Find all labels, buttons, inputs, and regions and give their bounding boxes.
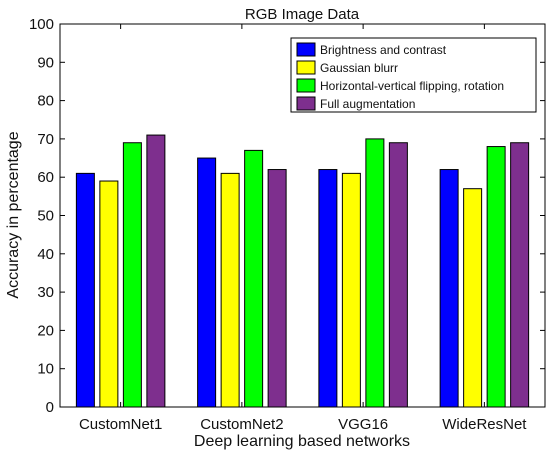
bar — [267, 169, 287, 408]
x-axis-label: Deep learning based networks — [194, 433, 410, 450]
legend-swatch — [296, 60, 316, 75]
bar — [244, 149, 264, 408]
chart-title: RGB Image Data — [245, 6, 360, 23]
bar — [510, 142, 530, 408]
y-tick-label: 0 — [46, 399, 54, 416]
bar — [122, 142, 142, 408]
y-tick-label: 20 — [37, 322, 54, 339]
y-tick-label: 40 — [37, 246, 54, 263]
bars-group — [75, 134, 530, 408]
x-tick-label: CustomNet2 — [200, 416, 283, 433]
x-axis: CustomNet1 CustomNet2 VGG16 WideResNet — [79, 24, 527, 433]
legend-swatch — [296, 96, 316, 111]
y-axis: 0 10 20 30 40 50 60 70 80 90 100 — [29, 16, 545, 416]
y-tick-label: 30 — [37, 284, 54, 301]
x-tick-label: VGG16 — [338, 416, 388, 433]
bar — [146, 134, 166, 408]
legend-entry: Brightness and contrast — [320, 43, 447, 57]
legend-swatch — [296, 42, 316, 57]
y-tick-label: 80 — [37, 93, 54, 110]
legend-entry: Full augmentation — [320, 97, 415, 111]
bar — [365, 138, 385, 408]
y-tick-label: 50 — [37, 208, 54, 225]
bar — [75, 172, 95, 408]
y-axis-label: Accuracy in percentage — [5, 131, 22, 298]
bar — [220, 172, 240, 408]
y-tick-label: 90 — [37, 54, 54, 71]
legend: Brightness and contrast Gaussian blurr Hor… — [290, 37, 537, 113]
y-tick-label: 60 — [37, 169, 54, 186]
bar — [463, 188, 483, 408]
legend-entry: Gaussian blurr — [320, 61, 398, 75]
bar — [197, 157, 217, 408]
x-tick-label: WideResNet — [442, 416, 527, 433]
legend-swatch — [296, 78, 316, 93]
y-tick-label: 10 — [37, 361, 54, 378]
y-tick-label: 100 — [29, 16, 54, 33]
x-tick-label: CustomNet1 — [79, 416, 162, 433]
bar — [341, 172, 361, 408]
bar — [439, 169, 459, 408]
bar — [99, 180, 119, 408]
y-tick-label: 70 — [37, 131, 54, 148]
legend-box — [290, 37, 537, 113]
bar — [388, 142, 408, 408]
legend-entry: Horizontal-vertical flipping, rotation — [320, 79, 504, 93]
bar — [318, 169, 338, 408]
bar — [486, 146, 506, 408]
